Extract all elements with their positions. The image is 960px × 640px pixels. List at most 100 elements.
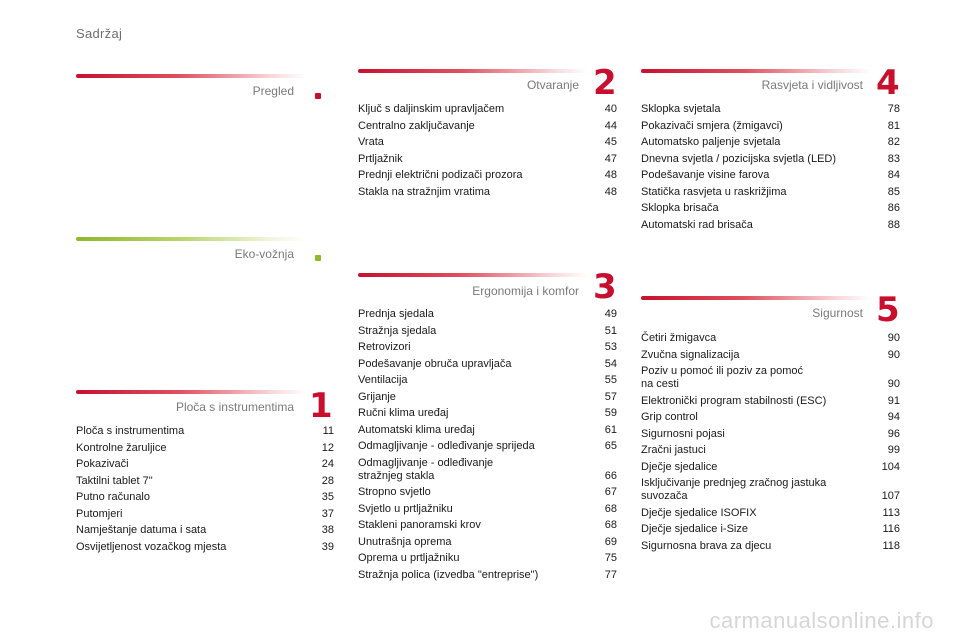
toc-entry[interactable]: Prtljažnik 47 <box>358 153 617 166</box>
toc-entry[interactable]: Stropno svjetlo 67 <box>358 486 617 499</box>
toc-entry[interactable]: Prednja sjedala 49 <box>358 308 617 321</box>
toc-entry[interactable]: Pokazivači 24 <box>76 458 334 471</box>
toc-entry[interactable]: Stakla na stražnjim vratima 48 <box>358 186 617 199</box>
toc-entry[interactable]: Isključivanje prednjeg zračnog jastuka s… <box>641 477 900 503</box>
toc-entry-label: Vrata <box>358 136 384 148</box>
toc-entry-label: Ventilacija <box>358 374 408 386</box>
toc-entry-label: Odmagljivanje - odleđivanje stražnjeg st… <box>358 456 494 482</box>
toc-entry-label: Podešavanje obruča upravljača <box>358 357 512 370</box>
toc-entry[interactable]: Podešavanje obruča upravljača 54 <box>358 358 617 371</box>
toc-entry[interactable]: Odmagljivanje - odleđivanje sprijeda 65 <box>358 440 617 453</box>
toc-entry[interactable]: Taktilni tablet 7" 28 <box>76 475 334 488</box>
toc-entry-label: Automatsko paljenje svjetala <box>641 136 781 148</box>
toc-entry[interactable]: Retrovizori 53 <box>358 341 617 354</box>
toc-entry-label: Podešavanje visine farova <box>641 169 770 181</box>
toc-entry[interactable]: Automatski rad brisača 88 <box>641 219 900 232</box>
toc-entry[interactable]: Unutrašnja oprema 69 <box>358 536 617 549</box>
toc-entry-label: Isključivanje prednjeg zračnog jastuka s… <box>641 477 827 502</box>
toc-entry[interactable]: Podešavanje visine farova 84 <box>641 169 900 182</box>
toc-list-4: Sklopka svjetala 78 Pokazivači smjera (žmi… <box>641 103 900 235</box>
toc-entry[interactable]: Namještanje datuma i sata 38 <box>76 524 334 537</box>
toc-entry-label: Sklopka svjetala <box>641 103 721 115</box>
toc-entry[interactable]: Odmagljivanje - odleđivanje stražnjeg st… <box>358 457 617 483</box>
section-number-3: 3 <box>593 267 617 307</box>
toc-entry-page-number: 96 <box>887 427 900 440</box>
toc-entry[interactable]: Putno računalo 35 <box>76 491 334 504</box>
toc-entry-page-number: 39 <box>321 540 334 553</box>
toc-entry-page-number: 91 <box>887 394 900 407</box>
toc-entry[interactable]: Dnevna svjetla / pozicijska svjetla (LED… <box>641 153 900 166</box>
toc-entry-page-number: 107 <box>881 490 900 502</box>
toc-entry[interactable]: Sigurnosni pojasi 96 <box>641 428 900 441</box>
toc-entry[interactable]: Ventilacija 55 <box>358 374 617 387</box>
toc-entry-page-number: 83 <box>887 152 900 165</box>
toc-entry[interactable]: Poziv u pomoć ili poziv za pomoć na cest… <box>641 365 900 391</box>
watermark: carmanualsonline.info <box>709 608 934 633</box>
toc-entry[interactable]: Stakleni panoramski krov 68 <box>358 519 617 532</box>
toc-entry[interactable]: Ključ s daljinskim upravljačem 40 <box>358 103 617 116</box>
section-title-2[interactable]: Otvaranje <box>526 78 579 92</box>
toc-entry-page-number: 86 <box>887 202 900 214</box>
section-title-4[interactable]: Rasvjeta i vidljivost <box>761 78 863 92</box>
toc-entry-label: Putno računalo <box>76 491 150 503</box>
toc-entry-label: Prednji električni podizači prozora <box>358 169 523 181</box>
toc-entry[interactable]: Stražnja sjedala 51 <box>358 325 617 338</box>
section-title-eko-voznja[interactable]: Eko-vožnja <box>234 247 294 261</box>
toc-entry-label: Svjetlo u prtljažniku <box>358 502 453 515</box>
toc-entry-page-number: 82 <box>887 136 900 148</box>
toc-entry-page-number: 118 <box>882 539 900 552</box>
toc-entry-page-number: 59 <box>604 407 617 419</box>
toc-entry-page-number: 54 <box>604 357 617 370</box>
toc-entry-page-number: 47 <box>604 152 617 165</box>
toc-entry[interactable]: Putomjeri 37 <box>76 508 334 521</box>
toc-entry-label: Dječje sjedalice <box>641 460 718 473</box>
section-title-pregled[interactable]: Pregled <box>252 84 294 98</box>
toc-entry[interactable]: Svjetlo u prtljažniku 68 <box>358 503 617 516</box>
toc-entry[interactable]: Pokazivači smjera (žmigavci) 81 <box>641 120 900 133</box>
toc-entry[interactable]: Automatsko paljenje svjetala 82 <box>641 136 900 149</box>
toc-entry-page-number: 66 <box>604 469 617 482</box>
toc-entry[interactable]: Sklopka brisača 86 <box>641 202 900 215</box>
toc-entry-label: Putomjeri <box>76 507 123 520</box>
toc-entry[interactable]: Dječje sjedalice i-Size 116 <box>641 523 900 536</box>
toc-entry-label: Prednja sjedala <box>358 308 434 320</box>
section-divider-bar <box>358 69 588 73</box>
toc-entry[interactable]: Stražnja polica (izvedba "entreprise") 77 <box>358 569 617 582</box>
toc-entry[interactable]: Oprema u prtljažniku 75 <box>358 552 617 565</box>
toc-entry[interactable]: Prednji električni podizači prozora 48 <box>358 169 617 182</box>
toc-entry-label: Ploča s instrumentima <box>76 425 185 437</box>
toc-entry-label: Poziv u pomoć ili poziv za pomoć na cest… <box>641 365 804 390</box>
toc-entry-label: Taktilni tablet 7" <box>76 474 153 487</box>
toc-entry[interactable]: Kontrolne žaruljice 12 <box>76 442 334 455</box>
toc-entry-label: Dječje sjedalice ISOFIX <box>641 506 757 519</box>
section-title-3[interactable]: Ergonomija i komfor <box>472 284 579 298</box>
toc-entry[interactable]: Dječje sjedalice 104 <box>641 461 900 474</box>
toc-entry[interactable]: Zračni jastuci 99 <box>641 444 900 457</box>
section-title-5[interactable]: Sigurnost <box>812 306 863 320</box>
section-title-1[interactable]: Ploča s instrumentima <box>175 400 294 414</box>
toc-entry[interactable]: Grijanje 57 <box>358 391 617 404</box>
toc-entry[interactable]: Sklopka svjetala 78 <box>641 103 900 116</box>
toc-entry[interactable]: Centralno zaključavanje 44 <box>358 120 617 133</box>
toc-entry-label: Namještanje datuma i sata <box>76 524 207 536</box>
toc-entry[interactable]: Grip control 94 <box>641 411 900 424</box>
toc-entry[interactable]: Osvijetljenost vozačkog mjesta 39 <box>76 541 334 554</box>
toc-entry[interactable]: Vrata 45 <box>358 136 617 149</box>
toc-entry-page-number: 57 <box>604 390 617 403</box>
toc-entry[interactable]: Automatski klima uređaj 61 <box>358 424 617 437</box>
toc-entry-label: Grip control <box>641 411 698 423</box>
toc-entry-page-number: 65 <box>604 440 617 452</box>
toc-entry[interactable]: Elektronički program stabilnosti (ESC) 91 <box>641 395 900 408</box>
toc-entry-label: Stakla na stražnjim vratima <box>358 185 491 198</box>
toc-entry[interactable]: Sigurnosna brava za djecu 118 <box>641 540 900 553</box>
toc-entry-label: Prtljažnik <box>358 152 403 165</box>
toc-entry[interactable]: Statička rasvjeta u raskrižjima 85 <box>641 186 900 199</box>
page-title: Sadržaj <box>76 26 123 41</box>
toc-entry[interactable]: Zvučna signalizacija 90 <box>641 349 900 362</box>
toc-entry-label: Automatski rad brisača <box>641 218 753 231</box>
toc-entry[interactable]: Ručni klima uređaj 59 <box>358 407 617 420</box>
toc-entry[interactable]: Četiri žmigavca 90 <box>641 332 900 345</box>
toc-entry[interactable]: Ploča s instrumentima 11 <box>76 425 334 438</box>
toc-entry-label: Centralno zaključavanje <box>358 119 475 132</box>
toc-entry[interactable]: Dječje sjedalice ISOFIX 113 <box>641 507 900 520</box>
